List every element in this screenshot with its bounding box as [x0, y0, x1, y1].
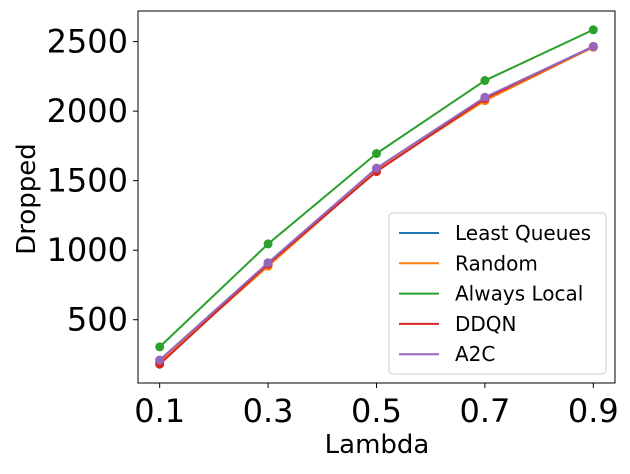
legend-label: A2C [455, 342, 495, 366]
x-axis: 0.1 0.3 0.5 0.7 0.9 [134, 383, 619, 430]
legend-box [388, 212, 607, 375]
y-tick-label: 500 [67, 301, 128, 339]
y-axis-label: Dropped [12, 143, 42, 255]
data-point [263, 258, 273, 268]
legend: Least Queues Random Always Local DDQN A2C [388, 212, 607, 375]
legend-label: DDQN [455, 312, 517, 336]
x-tick-label: 0.1 [134, 392, 185, 430]
x-axis-label: Lambda [325, 430, 430, 460]
data-point [263, 239, 273, 249]
series-a2c [155, 41, 598, 365]
legend-label: Always Local [455, 282, 583, 306]
legend-label: Random [455, 251, 538, 275]
y-tick-label: 1000 [47, 231, 128, 269]
x-tick-label: 0.7 [459, 392, 510, 430]
y-tick-label: 2500 [47, 23, 128, 61]
data-point [588, 25, 598, 35]
y-tick-label: 2000 [47, 92, 128, 130]
data-point [480, 76, 490, 86]
x-tick-label: 0.3 [243, 392, 294, 430]
x-tick-label: 0.9 [568, 392, 619, 430]
data-point [372, 163, 381, 173]
x-tick-label: 0.5 [351, 392, 402, 430]
y-axis: 500 1000 1500 2000 2500 [47, 23, 138, 339]
data-point [480, 92, 490, 102]
data-point [372, 149, 381, 159]
data-point [155, 342, 165, 352]
legend-label: Least Queues [455, 221, 591, 245]
data-point [155, 355, 165, 365]
series-layer [155, 25, 598, 369]
y-tick-label: 1500 [47, 162, 128, 200]
series-always-local [155, 25, 598, 352]
data-point [588, 41, 598, 51]
